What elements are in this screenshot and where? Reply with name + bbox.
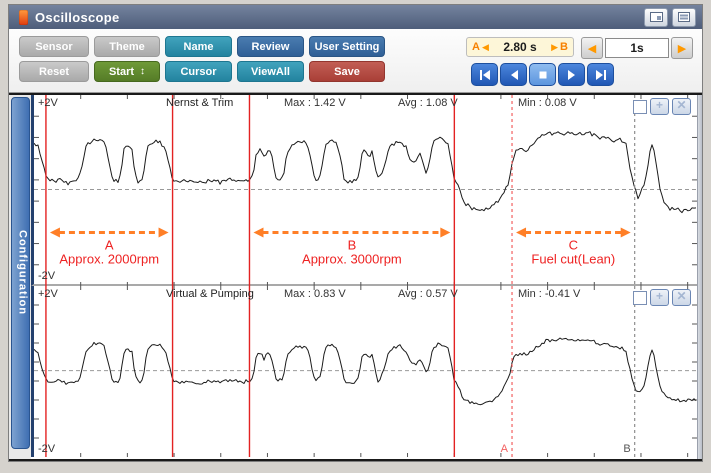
transport-controls [471,63,614,86]
user-setting-button[interactable]: User Setting [309,36,385,57]
sensor-button[interactable]: Sensor [19,36,89,57]
svg-text:A: A [105,238,114,253]
stop-icon [539,71,546,78]
svg-text:B: B [623,443,630,455]
timebase-increase-button[interactable]: ▶ [671,37,693,59]
channel-checkbox[interactable] [633,290,647,305]
skip-end-icon [595,69,606,80]
cursor-b-label: B [560,41,568,53]
scale-top-label: +2V [38,288,58,300]
skip-end-button[interactable] [587,63,614,86]
cursor-a-label: A [472,41,480,53]
svg-text:Approx. 3000rpm: Approx. 3000rpm [302,252,402,267]
svg-text:C: C [569,238,578,253]
channel-title: Virtual & Pumping [166,288,254,300]
viewall-button[interactable]: ViewAll [237,61,304,82]
cursor-b-arrow-icon[interactable]: ▶ [551,41,559,52]
max-value: Max : 0.83 V [284,288,346,300]
theme-button[interactable]: Theme [94,36,160,57]
review-button[interactable]: Review [237,36,304,57]
window-minimize-button[interactable] [672,7,696,27]
minimize-icon [678,12,690,22]
channel-move-button[interactable]: + [650,98,669,115]
timebase-decrease-button[interactable]: ◀ [581,37,603,59]
start-label: Start [108,65,135,78]
configuration-tab[interactable]: Configuration [10,97,30,449]
side-column: Configuration [9,95,31,459]
channel-checkbox[interactable] [633,99,647,114]
play-icon [567,69,575,80]
timebase-control: ◀ ▶ [581,37,693,59]
avg-value: Avg : 0.57 V [398,288,458,300]
charts-area: Configuration A Approx. 2000rpm B Approx. 3… [9,93,702,461]
prev-button[interactable] [500,63,527,86]
channel-panel-nernst: A Approx. 2000rpm B Approx. 3000rpm C Fuel cu… [31,95,697,286]
max-value: Max : 1.42 V [284,97,346,109]
window-popout-button[interactable] [644,7,668,27]
scale-bottom-label: -2V [38,270,56,282]
app-icon [19,9,28,25]
prev-icon [510,69,518,80]
scale-bottom-label: -2V [38,443,56,455]
cursor-ab-time: A ◀ 2.80 s ▶ B [466,37,574,57]
svg-text:Approx. 2000rpm: Approx. 2000rpm [59,252,159,267]
save-button[interactable]: Save [309,61,385,82]
play-button[interactable] [558,63,585,86]
avg-value: Avg : 1.08 V [398,97,458,109]
channel-close-button[interactable]: ✕ [672,98,691,115]
min-value: Min : -0.41 V [518,288,581,300]
min-value: Min : 0.08 V [518,97,577,109]
oscilloscope-window: Oscilloscope Sensor Theme Name Review Us… [8,4,703,462]
svg-text:B: B [348,238,357,253]
channel-move-button[interactable]: + [650,289,669,306]
popout-icon [649,12,663,22]
titlebar: Oscilloscope [9,5,702,29]
name-button[interactable]: Name [165,36,232,57]
start-button[interactable]: Start ↕ [94,61,160,82]
right-scroll-strip[interactable] [697,95,702,459]
scale-top-label: +2V [38,97,58,109]
svg-text:Fuel cut(Lean): Fuel cut(Lean) [531,252,615,267]
channel-title: Nernst & Trim [166,97,234,109]
reset-button[interactable]: Reset [19,61,89,82]
cursor-a-arrow-icon[interactable]: ◀ [481,41,489,52]
timebase-value[interactable] [605,38,669,58]
ab-time-value: 2.80 s [503,40,537,54]
toolbar: Sensor Theme Name Review User Setting Re… [9,29,702,93]
skip-start-icon [479,69,490,80]
skip-start-button[interactable] [471,63,498,86]
right-arrow-icon: ▶ [677,42,687,55]
left-arrow-icon: ◀ [587,42,597,55]
spinner-icon: ↕ [140,66,146,77]
window-title: Oscilloscope [35,9,120,25]
cursor-button[interactable]: Cursor [165,61,232,82]
stop-button[interactable] [529,63,556,86]
channel-close-button[interactable]: ✕ [672,289,691,306]
svg-text:A: A [501,443,509,455]
